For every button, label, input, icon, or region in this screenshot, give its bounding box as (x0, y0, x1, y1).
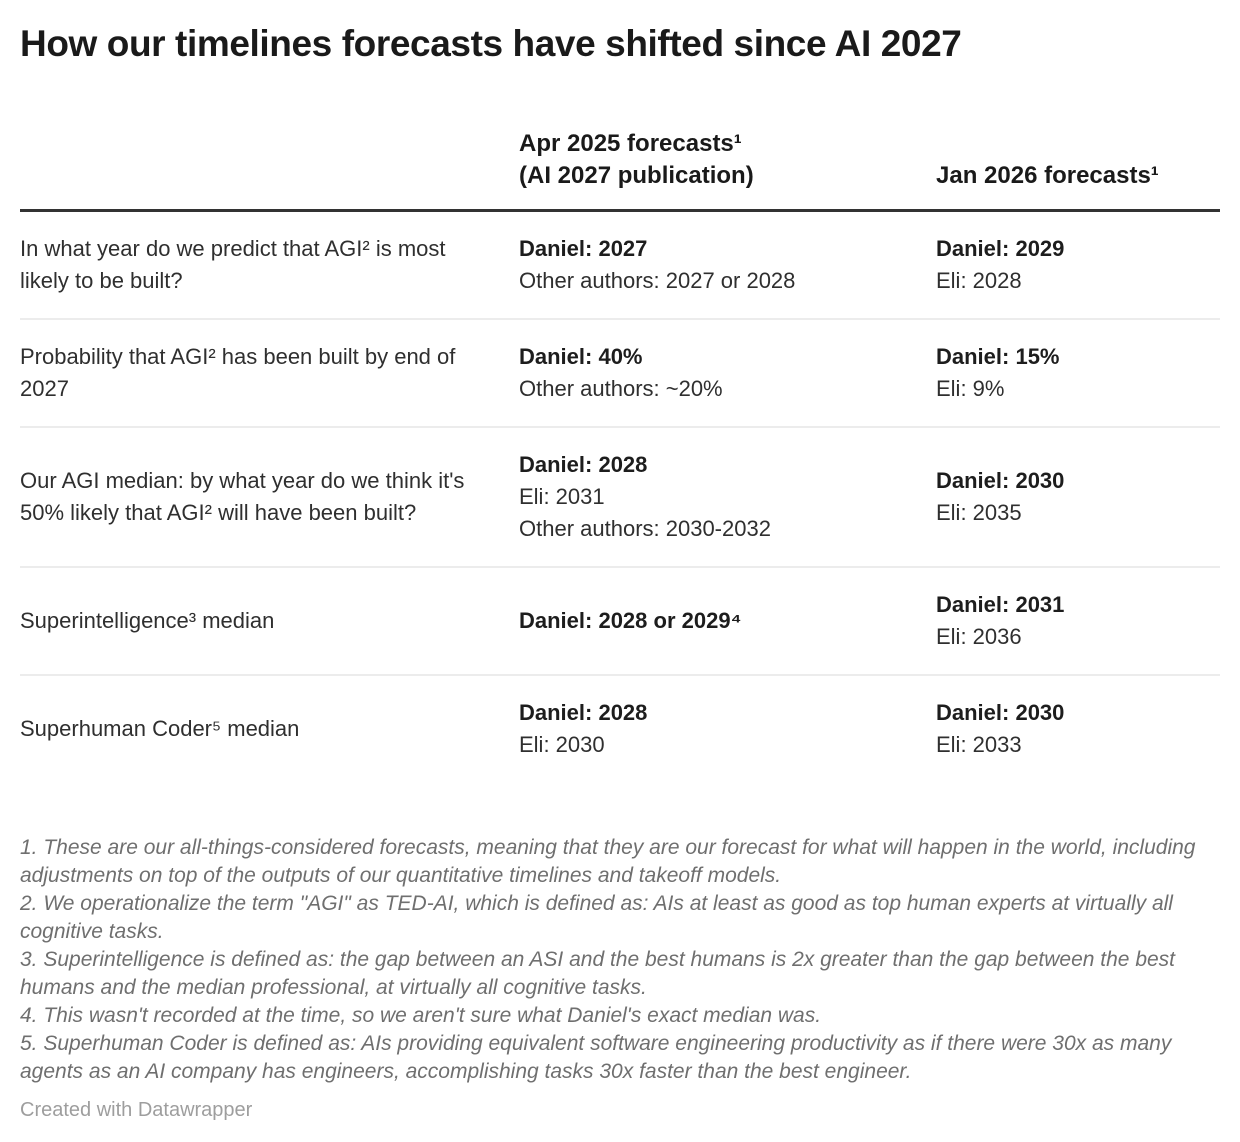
table-row: Superintelligence³ median Daniel: 2028 or… (20, 567, 1220, 676)
table-row: In what year do we predict that AGI² is … (20, 210, 1220, 320)
header-row: Apr 2025 forecasts¹ (AI 2027 publication… (20, 128, 1220, 212)
answer-line: Eli: 2035 (936, 500, 1022, 525)
answer-line: Daniel: 2030 (936, 468, 1065, 493)
header-question-column (20, 128, 519, 212)
header-apr-2025: Apr 2025 forecasts¹ (AI 2027 publication… (519, 128, 936, 212)
row-question: Our AGI median: by what year do we think… (20, 427, 519, 568)
header-jan-2026: Jan 2026 forecasts¹ (936, 128, 1220, 212)
cell-apr-2025: Daniel: 2028 or 2029⁴ (519, 567, 936, 676)
row-question: Superhuman Coder⁵ median (20, 716, 300, 741)
cell-apr-2025: Daniel: 2027 Other authors: 2027 or 2028 (519, 210, 936, 320)
cell-jan-2026: Daniel: 2031 Eli: 2036 (936, 567, 1220, 676)
row-question: Probability that AGI² has been built by … (20, 319, 519, 428)
cell-apr-2025: Daniel: 2028 Eli: 2031 Other authors: 2030… (519, 427, 936, 568)
answer-line: Daniel: 15% (936, 344, 1060, 369)
answer-line: Other authors: 2030-2032 (519, 516, 771, 541)
answer-line: Eli: 2033 (936, 732, 1022, 757)
row-question: Superintelligence³ median (20, 567, 519, 676)
cell-apr-2025: Daniel: 2028 Eli: 2030 (519, 675, 936, 782)
footnote-1: 1. These are our all-things-considered f… (20, 836, 1196, 887)
table-body: In what year do we predict that AGI² is … (20, 210, 1220, 783)
cell-jan-2026: Daniel: 2029 Eli: 2028 (936, 210, 1220, 320)
table-header: Apr 2025 forecasts¹ (AI 2027 publication… (20, 128, 1220, 212)
footnote-4: 4. This wasn't recorded at the time, so … (20, 1004, 822, 1027)
header-apr-2025-line2: (AI 2027 publication) (519, 162, 754, 189)
row-question: In what year do we predict that AGI² is … (20, 210, 519, 320)
footnotes: 1. These are our all-things-considered f… (20, 834, 1220, 1086)
answer-line: Other authors: 2027 or 2028 (519, 268, 796, 293)
answer-line: Other authors: ~20% (519, 376, 723, 401)
answer-line: Eli: 2030 (519, 732, 605, 757)
footnote-5: 5. Superhuman Coder is defined as: AIs p… (20, 1032, 1172, 1083)
cell-apr-2025: Daniel: 40% Other authors: ~20% (519, 319, 936, 428)
answer-line: Daniel: 2031 (936, 592, 1065, 617)
header-apr-2025-line1: Apr 2025 forecasts¹ (519, 130, 742, 157)
answer-line: Eli: 2028 (936, 268, 1022, 293)
answer-line: Daniel: 2028 (519, 700, 648, 725)
footnote-3: 3. Superintelligence is defined as: the … (20, 948, 1176, 999)
chart-title: How our timelines forecasts have shifted… (20, 23, 962, 64)
answer-line: Eli: 2036 (936, 624, 1022, 649)
answer-line: Daniel: 2029 (936, 236, 1065, 261)
answer-line: Eli: 2031 (519, 484, 605, 509)
answer-line: Daniel: 40% (519, 344, 643, 369)
answer-line: Daniel: 2030 (936, 700, 1065, 725)
forecast-table: Apr 2025 forecasts¹ (AI 2027 publication… (20, 128, 1220, 782)
table-row: Probability that AGI² has been built by … (20, 319, 1220, 428)
answer-line: Eli: 9% (936, 376, 1005, 401)
cell-jan-2026: Daniel: 2030 Eli: 2033 (936, 675, 1220, 782)
answer-line: Daniel: 2028 (519, 452, 648, 477)
footnote-2: 2. We operationalize the term "AGI" as T… (20, 892, 1173, 943)
cell-jan-2026: Daniel: 15% Eli: 9% (936, 319, 1220, 428)
answer-line: Daniel: 2027 (519, 236, 648, 261)
datawrapper-credit[interactable]: Created with Datawrapper (20, 1099, 253, 1121)
table-row: Our AGI median: by what year do we think… (20, 427, 1220, 568)
cell-jan-2026: Daniel: 2030 Eli: 2035 (936, 427, 1220, 568)
answer-line: Daniel: 2028 or 2029⁴ (519, 608, 742, 633)
table-row: Superhuman Coder⁵ median Daniel: 2028 Eli:… (20, 675, 1220, 782)
